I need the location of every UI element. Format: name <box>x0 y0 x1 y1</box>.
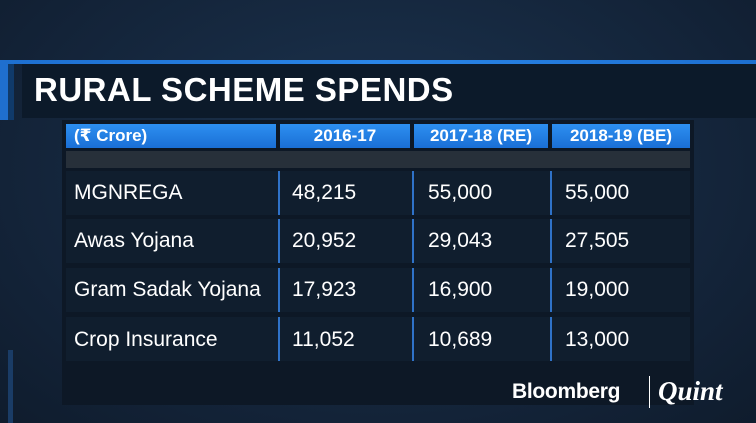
cell-value: 16,900 <box>428 278 493 301</box>
left-accent-shadow <box>8 64 14 120</box>
column-separator <box>412 317 414 361</box>
logo-brand: Bloomberg <box>512 380 621 403</box>
cell-value: 55,000 <box>428 181 493 204</box>
column-separator <box>412 219 414 263</box>
cell-value: 20,952 <box>292 229 357 252</box>
page-title: RURAL SCHEME SPENDS <box>34 71 454 108</box>
row-label: Awas Yojana <box>74 229 194 252</box>
top-accent-line <box>0 60 756 64</box>
column-separator <box>412 171 414 215</box>
cell-value: 48,215 <box>292 181 357 204</box>
column-separator <box>278 171 280 215</box>
cell-value: 27,505 <box>565 229 630 252</box>
row-label: Gram Sadak Yojana <box>74 278 261 301</box>
cell-value: 19,000 <box>565 278 630 301</box>
table-row <box>66 219 690 263</box>
header-2016-17: 2016-17 <box>280 124 410 148</box>
header-2017-18: 2017-18 (RE) <box>414 124 548 148</box>
row-label: MGNREGA <box>74 181 183 204</box>
cell-value: 10,689 <box>428 328 493 351</box>
column-separator <box>278 268 280 312</box>
cell-value: 11,052 <box>292 328 355 351</box>
column-separator <box>550 317 552 361</box>
cell-value: 29,043 <box>428 229 493 252</box>
column-separator <box>550 268 552 312</box>
column-separator <box>550 219 552 263</box>
logo-divider <box>649 376 650 408</box>
table-spacer-row <box>66 151 690 168</box>
table-row <box>66 171 690 215</box>
cell-value: 17,923 <box>292 278 357 301</box>
row-label: Crop Insurance <box>74 328 218 351</box>
column-separator <box>412 268 414 312</box>
bottom-left-accent <box>8 350 13 423</box>
left-accent-bar <box>0 60 8 120</box>
header-unit: (₹ Crore) <box>66 124 276 148</box>
column-separator <box>550 171 552 215</box>
cell-value: 55,000 <box>565 181 630 204</box>
logo-partner: Quint <box>658 376 723 406</box>
column-separator <box>278 317 280 361</box>
table-row <box>66 317 690 361</box>
column-separator <box>278 219 280 263</box>
cell-value: 13,000 <box>565 328 630 351</box>
title-bar <box>22 64 756 118</box>
header-2018-19: 2018-19 (BE) <box>552 124 690 148</box>
table-row <box>66 268 690 312</box>
